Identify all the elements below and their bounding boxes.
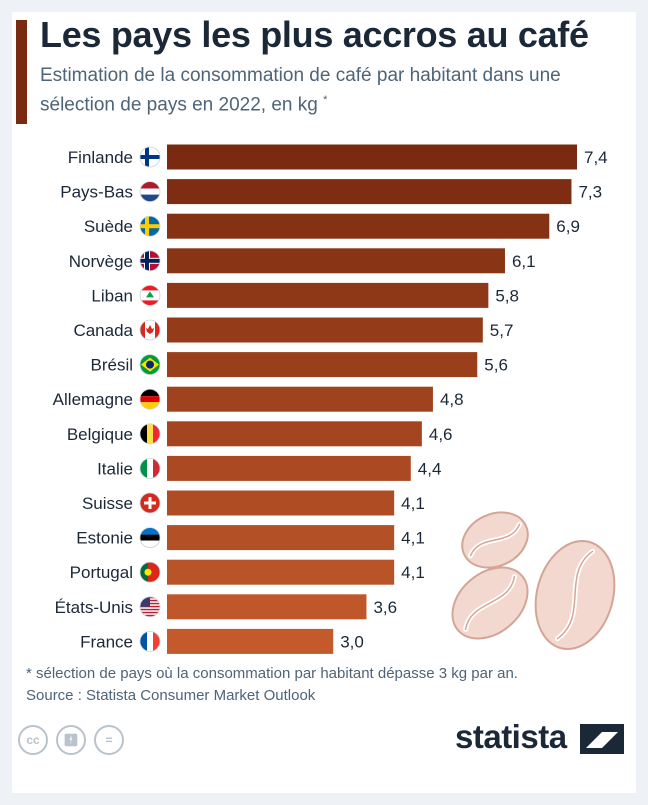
- footnote: * sélection de pays où la consommation p…: [26, 665, 518, 682]
- flag-icon-fr: [140, 631, 160, 652]
- category-label: Finlande: [68, 148, 133, 167]
- coffee-beans-illustration: [451, 511, 616, 651]
- statista-logo-mark-icon: [580, 724, 624, 754]
- bar: [167, 179, 572, 205]
- value-label: 3,0: [340, 632, 364, 651]
- flag-icon-ee: [140, 527, 160, 548]
- license-icons: cc 🚹︎ =: [18, 725, 132, 755]
- flag-icon-no: [140, 250, 160, 271]
- title-accent-bar: [16, 20, 27, 124]
- cc-icon[interactable]: cc: [18, 725, 48, 755]
- coffee-bean-icon: [451, 566, 529, 640]
- category-label: Suisse: [82, 494, 133, 513]
- bar: [167, 144, 577, 170]
- category-label: Canada: [73, 321, 133, 340]
- flag-icon-br: [140, 354, 160, 375]
- value-label: 5,6: [484, 356, 508, 375]
- subtitle-text: Estimation de la consommation de café pa…: [40, 65, 561, 116]
- value-label: 5,8: [495, 286, 519, 305]
- bar: [167, 317, 483, 343]
- statista-logo[interactable]: statista: [455, 718, 567, 755]
- bar: [167, 213, 550, 239]
- by-icon[interactable]: 🚹︎: [56, 725, 86, 755]
- coffee-bean-icon: [534, 539, 616, 651]
- value-label: 6,1: [512, 252, 536, 271]
- flag-icon-de: [140, 389, 160, 410]
- flag-icon-us: [140, 596, 160, 617]
- category-label: Pays-Bas: [60, 183, 133, 202]
- category-label: Suède: [84, 217, 133, 236]
- bar: [167, 525, 395, 551]
- bar: [167, 248, 505, 274]
- value-label: 7,3: [578, 183, 602, 202]
- coffee-bean-icon: [461, 511, 529, 569]
- flag-icon-nl: [140, 181, 160, 202]
- flag-icon-pt: [140, 562, 160, 583]
- flag-icon-lb: [140, 285, 160, 306]
- value-label: 4,8: [440, 390, 464, 409]
- value-label: 5,7: [490, 321, 514, 340]
- subtitle-footnote-mark: *: [323, 94, 328, 106]
- source-note: Source : Statista Consumer Market Outloo…: [26, 687, 316, 704]
- category-label: Portugal: [70, 563, 133, 582]
- flag-icon-ca: [140, 320, 160, 340]
- value-label: 7,4: [584, 148, 608, 167]
- value-label: 6,9: [556, 217, 580, 236]
- bar: [167, 421, 422, 447]
- bar: [167, 282, 489, 308]
- value-label: 4,1: [401, 494, 425, 513]
- flag-icon-se: [140, 216, 160, 237]
- value-label: 4,4: [418, 459, 442, 478]
- category-label: Liban: [91, 286, 133, 305]
- bar-chart: Finlande 7,4 Pays-Bas 7,3 Suède 6,9 Norvège 6,1…: [53, 144, 616, 654]
- bar: [167, 594, 367, 620]
- bar: [167, 490, 395, 516]
- value-label: 4,1: [401, 563, 425, 582]
- category-label: Estonie: [76, 529, 133, 548]
- bar: [167, 455, 411, 481]
- bar: [167, 559, 395, 585]
- bar: [167, 386, 433, 412]
- category-label: Italie: [97, 459, 133, 478]
- bar: [167, 352, 478, 378]
- flag-icon-ch: [140, 493, 160, 513]
- category-label: Norvège: [69, 252, 133, 271]
- category-label: Brésil: [90, 356, 133, 375]
- chart-subtitle: Estimation de la consommation de café pa…: [40, 64, 600, 117]
- flag-icon-fi: [140, 147, 160, 167]
- flag-icon-be: [140, 423, 160, 444]
- value-label: 4,1: [401, 529, 425, 548]
- value-label: 3,6: [373, 598, 397, 617]
- value-label: 4,6: [429, 425, 453, 444]
- category-label: États-Unis: [55, 598, 133, 617]
- flag-icon-it: [140, 458, 160, 479]
- bar: [167, 628, 334, 654]
- nd-icon[interactable]: =: [94, 725, 124, 755]
- category-label: France: [80, 632, 133, 651]
- category-label: Belgique: [67, 425, 133, 444]
- chart-title: Les pays les plus accros au café: [40, 14, 589, 55]
- category-label: Allemagne: [53, 390, 133, 409]
